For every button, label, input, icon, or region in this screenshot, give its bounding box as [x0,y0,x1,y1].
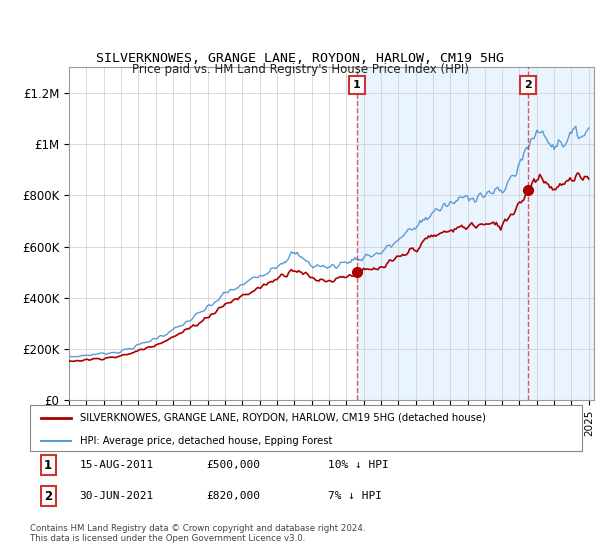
Text: 2: 2 [524,80,532,90]
Text: SILVERKNOWES, GRANGE LANE, ROYDON, HARLOW, CM19 5HG: SILVERKNOWES, GRANGE LANE, ROYDON, HARLO… [96,52,504,66]
Text: Contains HM Land Registry data © Crown copyright and database right 2024.
This d: Contains HM Land Registry data © Crown c… [30,524,365,543]
Text: £500,000: £500,000 [206,460,260,470]
Text: 30-JUN-2021: 30-JUN-2021 [80,491,154,501]
Text: 7% ↓ HPI: 7% ↓ HPI [328,491,382,501]
Text: 1: 1 [44,459,52,472]
Bar [357,67,594,400]
Text: £820,000: £820,000 [206,491,260,501]
Text: 1: 1 [353,80,361,90]
Text: SILVERKNOWES, GRANGE LANE, ROYDON, HARLOW, CM19 5HG (detached house): SILVERKNOWES, GRANGE LANE, ROYDON, HARLO… [80,413,485,423]
Text: 10% ↓ HPI: 10% ↓ HPI [328,460,389,470]
Text: 2: 2 [44,489,52,503]
Text: Price paid vs. HM Land Registry's House Price Index (HPI): Price paid vs. HM Land Registry's House … [131,63,469,77]
Text: HPI: Average price, detached house, Epping Forest: HPI: Average price, detached house, Eppi… [80,436,332,446]
Text: 15-AUG-2011: 15-AUG-2011 [80,460,154,470]
